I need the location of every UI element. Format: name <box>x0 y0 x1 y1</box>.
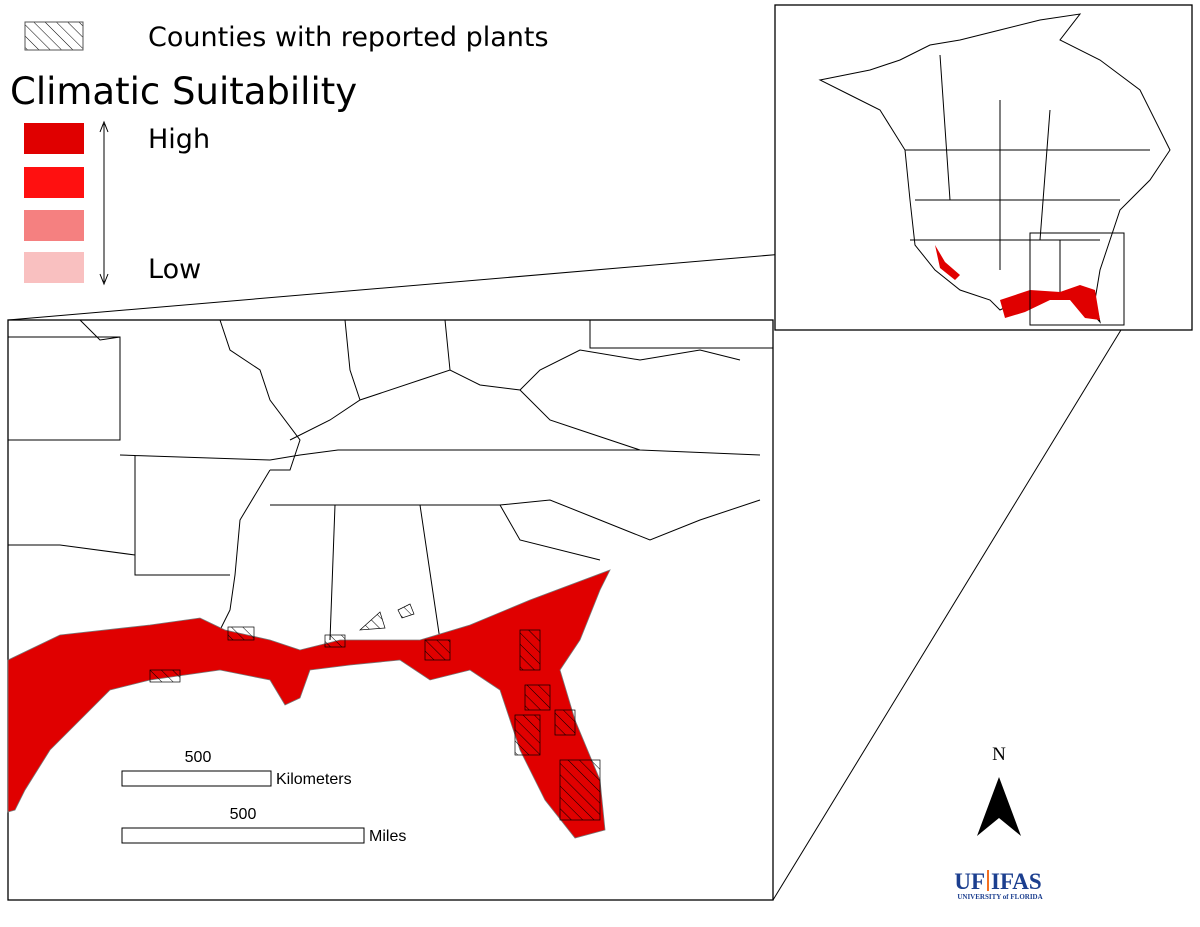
high-label: High <box>148 124 210 155</box>
logo-left: UF <box>954 869 985 894</box>
swatch-mid-low <box>24 210 84 241</box>
north-label: N <box>992 744 1006 765</box>
km-scale-unit: Kilometers <box>276 771 352 788</box>
km-scale-bar <box>121 770 272 787</box>
mi-scale-value: 500 <box>230 806 257 823</box>
north-arrow: N <box>977 744 1021 836</box>
county <box>559 759 601 821</box>
county <box>524 684 551 711</box>
county <box>397 603 415 619</box>
arrow-heads <box>99 120 109 286</box>
legend: Counties with reported plants Climatic S… <box>10 21 549 286</box>
legend-title: Climatic Suitability <box>10 70 357 113</box>
county <box>554 709 576 736</box>
inset-map <box>774 4 1193 331</box>
reported-counties <box>149 603 601 821</box>
logo: UF IFAS UNIVERSITY of FLORIDA <box>954 869 1042 901</box>
county <box>519 629 541 671</box>
county <box>424 639 451 661</box>
km-scale-value: 500 <box>185 749 212 766</box>
county <box>514 714 541 756</box>
inset-suitability-area <box>935 245 1100 320</box>
north-america-outline <box>818 13 1171 324</box>
swatch-high <box>24 123 84 154</box>
swatch-low <box>24 252 84 283</box>
zoom-extent <box>1029 232 1125 326</box>
main-map-frame <box>7 319 774 901</box>
logo-subtitle: UNIVERSITY of FLORIDA <box>957 893 1042 901</box>
county <box>324 634 346 648</box>
inset-frame <box>774 4 1193 331</box>
low-label: Low <box>148 254 201 285</box>
county <box>149 669 181 683</box>
north-arrow-shape <box>977 777 1021 836</box>
county <box>358 611 386 631</box>
main-map: 500 Kilometers 500 Miles <box>7 319 774 901</box>
hatch-label: Counties with reported plants <box>148 22 549 53</box>
mi-scale-bar <box>121 827 365 844</box>
connector <box>772 324 1125 901</box>
hatch-swatch <box>24 21 84 51</box>
swatch-mid-high <box>24 167 84 198</box>
logo-right: IFAS <box>991 869 1042 894</box>
county <box>227 626 255 641</box>
mi-scale-unit: Miles <box>369 828 406 845</box>
